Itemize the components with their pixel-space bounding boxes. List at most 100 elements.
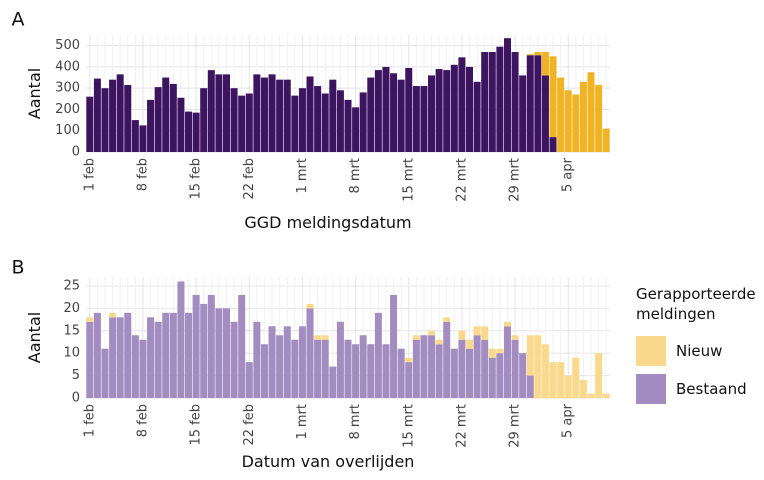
bar-segment [390, 73, 398, 152]
bar-segment [405, 67, 413, 152]
bar-segment [139, 125, 147, 152]
bar-segment [283, 79, 291, 152]
x-tick-label: 8 mrt [348, 404, 363, 440]
bar-segment [291, 339, 299, 398]
bar-segment [329, 79, 337, 152]
bar-segment [207, 294, 215, 398]
bar-segment [314, 86, 322, 152]
bar-segment [177, 281, 185, 398]
y-tick-label: 200 [55, 102, 80, 117]
legend-item: Bestaand [636, 370, 764, 408]
bar-segment [435, 339, 443, 345]
bar-segment [488, 52, 496, 152]
bar-segment [390, 294, 398, 398]
bar-segment [374, 312, 382, 398]
panel-label: A [12, 9, 25, 31]
bar-segment [397, 348, 405, 398]
y-tick-label: 15 [63, 323, 80, 338]
legend-label: Nieuw [676, 342, 723, 360]
bar-segment [519, 353, 527, 398]
x-tick-label: 22 feb [242, 158, 257, 200]
bar-segment [503, 321, 511, 327]
bar-segment [215, 74, 223, 152]
x-tick-label: 8 feb [135, 404, 150, 437]
x-tick-label: 29 mrt [508, 158, 523, 202]
bar-segment [260, 344, 268, 398]
bar-segment [268, 74, 276, 152]
bar-segment [541, 52, 549, 76]
bar-segment [86, 321, 94, 398]
bar-segment [534, 335, 542, 398]
y-tick-label: 20 [63, 301, 80, 316]
legend: Gerapporteerde meldingen Nieuw Bestaand [636, 284, 764, 408]
x-axis-title: Datum van overlijden [242, 452, 415, 471]
bar-segment [154, 87, 162, 152]
bar-segment [314, 339, 322, 398]
bar-segment [443, 321, 451, 398]
y-tick-label: 25 [63, 278, 80, 293]
bar-segment [450, 64, 458, 152]
bar-segment [382, 344, 390, 398]
bar-segment [283, 326, 291, 398]
bar-segment [109, 312, 117, 318]
bar-segment [321, 93, 329, 152]
bar-segment [428, 335, 436, 398]
bar-segment [124, 312, 132, 398]
bar-segment [185, 312, 193, 398]
bar-segment [587, 72, 595, 152]
bar-segment [526, 54, 534, 56]
bar-segment [298, 326, 306, 398]
legend-swatch [636, 374, 666, 404]
bar-segment [564, 90, 572, 152]
y-axis-title: Aantal [25, 312, 44, 363]
x-tick-label: 22 mrt [454, 158, 469, 202]
bar-segment [359, 92, 367, 152]
bar-segment [450, 348, 458, 398]
bar-segment [443, 70, 451, 152]
bar-segment [534, 52, 542, 56]
bar-segment [314, 335, 322, 340]
bar-segment [526, 55, 534, 152]
legend-title: Gerapporteerde meldingen [636, 285, 756, 323]
bar-segment [116, 74, 124, 152]
bar-segment [101, 348, 109, 398]
panel-label: B [11, 257, 24, 279]
bar-segment [298, 88, 306, 152]
bar-segment [367, 77, 375, 152]
bar-segment [93, 78, 101, 152]
bar-segment [192, 112, 200, 152]
bar-segment [306, 303, 314, 309]
bar-segment [230, 321, 238, 398]
bar-segment [253, 321, 261, 398]
bar-segment [496, 46, 504, 153]
bar-segment [473, 335, 481, 398]
bar-segment [541, 344, 549, 398]
bar-segment [541, 75, 549, 152]
legend-items: Nieuw Bestaand [636, 332, 764, 408]
x-tick-label: 1 mrt [295, 158, 310, 194]
y-tick-label: 300 [55, 81, 80, 96]
bar-segment [481, 326, 489, 340]
bar-segment [443, 317, 451, 322]
bar-segment [511, 335, 519, 340]
bar-segment [306, 308, 314, 398]
bar-segment [397, 79, 405, 152]
x-tick-label: 5 apr [561, 157, 576, 192]
x-tick-label: 22 mrt [454, 404, 469, 448]
bar-segment [147, 317, 155, 398]
x-tick-label: 1 feb [82, 404, 97, 437]
bar-segment [435, 69, 443, 152]
bar-segment [488, 348, 496, 358]
bar-segment [549, 137, 557, 152]
y-tick-label: 0 [72, 391, 80, 406]
bar-segment [458, 339, 466, 398]
x-tick-label: 15 mrt [401, 404, 416, 448]
x-axis-title: GGD meldingsdatum [244, 213, 411, 232]
bar-segment [428, 75, 436, 152]
bar-segment [169, 312, 177, 398]
bar-segment [579, 380, 587, 398]
bar-segment [481, 339, 489, 398]
bar-segment [162, 77, 170, 152]
